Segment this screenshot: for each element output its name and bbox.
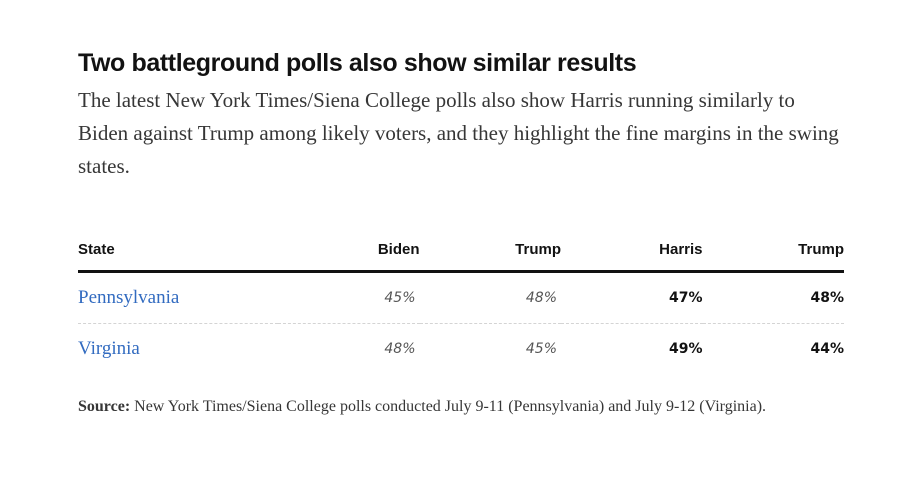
- poll-graphic: Two battleground polls also show similar…: [78, 46, 844, 415]
- state-link-pennsylvania[interactable]: Pennsylvania: [78, 287, 180, 308]
- trump-vs-harris-value: 48%: [702, 271, 844, 324]
- header-biden: Biden: [278, 234, 420, 273]
- trump-vs-harris-value: 44%: [810, 341, 844, 357]
- header-harris: Harris: [561, 234, 703, 273]
- trump-vs-biden-value: 45%: [525, 341, 557, 357]
- header-trump-vs-harris: Trump: [702, 234, 844, 273]
- table-row: Virginia 48% 45% 49% 44%: [78, 324, 844, 375]
- biden-value: 48%: [384, 341, 416, 357]
- headline: Two battleground polls also show similar…: [78, 49, 637, 77]
- header-state: State: [78, 234, 278, 273]
- state-link-virginia[interactable]: Virginia: [78, 338, 140, 359]
- harris-value: 49%: [668, 341, 703, 357]
- table-row: Pennsylvania 45% 48% 47% 48%: [78, 271, 844, 324]
- trump-vs-biden-value: 48%: [419, 271, 561, 324]
- dek: The latest New York Times/Siena College …: [78, 88, 839, 178]
- poll-table: State Biden Trump Harris Trump Pennsylva…: [78, 234, 844, 374]
- source-text: New York Times/Siena College polls condu…: [134, 398, 767, 415]
- harris-value: 47%: [561, 271, 703, 324]
- header-trump-vs-biden: Trump: [419, 234, 561, 273]
- source-note: Source: New York Times/Siena College pol…: [78, 396, 878, 418]
- state-cell: Pennsylvania: [78, 271, 278, 324]
- biden-value: 45%: [278, 271, 420, 324]
- table-header-row: State Biden Trump Harris Trump: [78, 234, 844, 273]
- source-label: Source:: [78, 398, 131, 415]
- state-cell: Virginia: [78, 324, 278, 375]
